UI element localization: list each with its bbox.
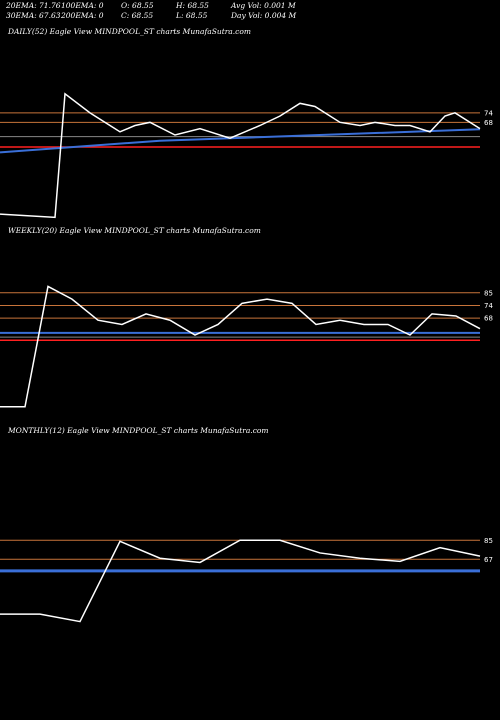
ema-line [0, 128, 481, 154]
avg-vol-label: Avg Vol: 0.001 M [231, 1, 296, 10]
y-tick-label: 85 [484, 537, 493, 545]
high-label: H: 68.55 [176, 1, 209, 10]
ema200-label: 200EMA: 0 [61, 11, 104, 20]
low-label: L: 68.55 [176, 11, 208, 20]
y-tick-label: 85 [484, 289, 493, 297]
close-label: C: 68.55 [121, 11, 154, 20]
price-line [0, 285, 481, 408]
monthly-chart-title: MONTHLY(12) Eagle View MINDPOOL_ST chart… [8, 426, 269, 435]
header: 20EMA: 71.76 100EMA: 0 O: 68.55 H: 68.55… [6, 0, 496, 24]
daily-chart-title: DAILY(52) Eagle View MINDPOOL_ST charts … [8, 27, 251, 36]
y-tick-label: 74 [484, 109, 493, 117]
y-tick-label: 68 [484, 119, 493, 127]
day-vol-label: Day Vol: 0.004 M [231, 11, 297, 20]
y-tick-label: 67 [484, 556, 493, 564]
ema20-label: 20EMA: 71.76 [6, 1, 61, 10]
ema30-label: 30EMA: 67.63 [6, 11, 61, 20]
weekly-chart-title: WEEKLY(20) Eagle View MINDPOOL_ST charts… [8, 226, 261, 235]
y-tick-label: 74 [484, 302, 493, 310]
monthly-chart: 85 67 [0, 537, 493, 623]
ema100-label: 100EMA: 0 [61, 1, 104, 10]
price-line [0, 539, 481, 623]
weekly-chart: 85 74 68 [0, 285, 493, 408]
price-line [0, 92, 481, 219]
open-label: O: 68.55 [121, 1, 154, 10]
y-tick-label: 68 [484, 315, 493, 323]
